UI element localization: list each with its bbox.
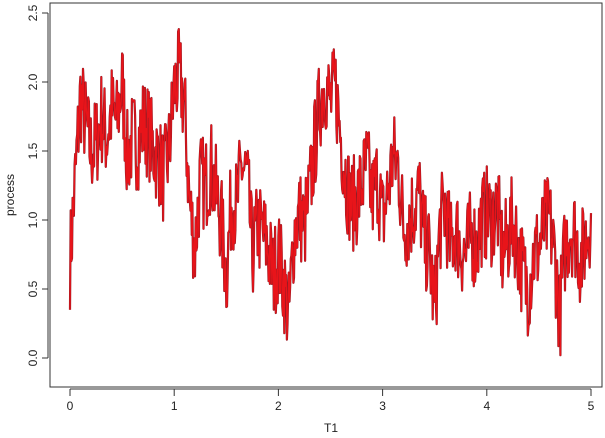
y-tick-label: 1.0 [26,211,40,228]
y-tick-label: 0.5 [26,280,40,297]
x-tick-label: 4 [483,399,490,413]
x-tick-label: 2 [275,399,282,413]
x-tick-label: 3 [379,399,386,413]
y-axis-title: process [3,174,17,216]
y-tick-label: 2.5 [26,4,40,21]
series-line [69,28,592,356]
x-tick-label: 5 [588,399,595,413]
y-tick-label: 2.0 [26,73,40,90]
series-layer [68,28,593,357]
x-axis-title: T1 [324,421,338,435]
plot-frame [49,2,603,388]
y-axis: 0.0 0.5 1.0 1.5 2.0 2.5 [26,4,49,366]
x-tick-label: 0 [67,399,74,413]
x-tick-label: 1 [171,399,178,413]
x-axis: 0 1 2 3 4 5 [67,388,595,413]
y-tick-label: 0.0 [26,349,40,366]
y-tick-label: 1.5 [26,142,40,159]
